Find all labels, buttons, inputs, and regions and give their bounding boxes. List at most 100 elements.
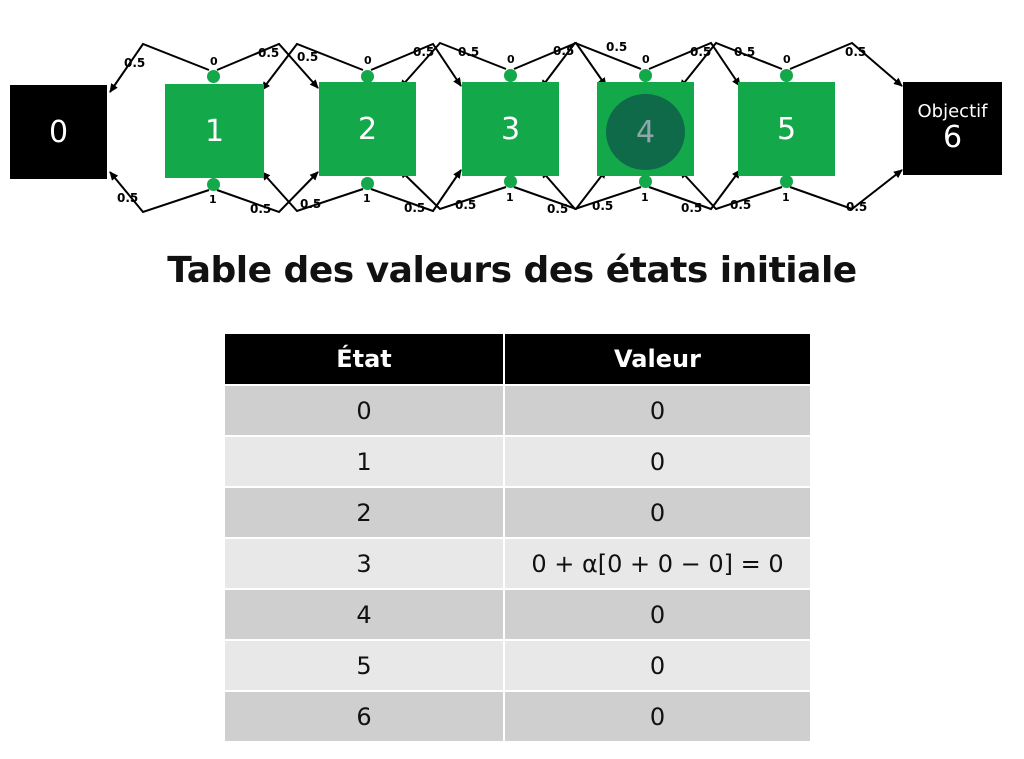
prob-label: 0.5 bbox=[734, 45, 756, 59]
state-1-label: 1 bbox=[204, 113, 225, 149]
action-label-top: 0 bbox=[210, 55, 218, 68]
transition-arrow-right bbox=[216, 171, 319, 214]
transition-arrow-left bbox=[679, 41, 783, 89]
state-4-label: 4 bbox=[635, 114, 656, 150]
action-label-bottom: 1 bbox=[641, 191, 649, 204]
state-5-label: 5 bbox=[776, 111, 797, 147]
action-dot-top bbox=[780, 69, 793, 82]
transition-arrow-right bbox=[648, 41, 741, 87]
action-label-bottom: 1 bbox=[782, 191, 790, 204]
agent-marker: 4 bbox=[606, 94, 685, 170]
table-row: 0 0 bbox=[223, 384, 812, 437]
table-row: 5 0 bbox=[223, 639, 812, 692]
transition-arrow-left bbox=[261, 171, 364, 213]
action-dot-top bbox=[504, 69, 517, 82]
action-dot-top bbox=[639, 69, 652, 82]
transition-arrow-right bbox=[648, 169, 741, 211]
prob-label: 0.5 bbox=[404, 201, 426, 215]
prob-label: 0.5 bbox=[258, 46, 280, 60]
state-2: 2 bbox=[319, 82, 416, 176]
state-5: 5 bbox=[738, 82, 835, 176]
header-value: Valeur bbox=[503, 332, 812, 386]
action-dot-bottom bbox=[639, 175, 652, 188]
cell-state: 3 bbox=[223, 537, 505, 590]
action-label-top: 0 bbox=[783, 53, 791, 66]
state-1: 1 bbox=[165, 84, 264, 178]
transition-arrow-right bbox=[370, 42, 462, 87]
transition-arrow-right bbox=[789, 41, 903, 87]
transition-arrow-left bbox=[399, 41, 507, 89]
state-6-goal: Objectif 6 bbox=[903, 82, 1002, 175]
cell-state: 5 bbox=[223, 639, 505, 692]
prob-label: 0.5 bbox=[547, 202, 569, 216]
prob-label: 0.5 bbox=[124, 56, 146, 70]
prob-label: 0.5 bbox=[845, 45, 867, 59]
prob-label: 0.5 bbox=[458, 45, 480, 59]
prob-label: 0.5 bbox=[250, 202, 272, 216]
prob-label: 0.5 bbox=[606, 40, 628, 54]
action-dot-bottom bbox=[207, 178, 220, 191]
state-2-label: 2 bbox=[357, 111, 378, 147]
table-row: 1 0 bbox=[223, 435, 812, 488]
cell-value: 0 bbox=[503, 639, 812, 692]
action-label-bottom: 1 bbox=[363, 192, 371, 205]
cell-state: 0 bbox=[223, 384, 505, 437]
action-label-top: 0 bbox=[642, 53, 650, 66]
cell-value: 0 bbox=[503, 588, 812, 641]
cell-state: 1 bbox=[223, 435, 505, 488]
action-label-bottom: 1 bbox=[209, 193, 217, 206]
cell-state: 2 bbox=[223, 486, 505, 539]
transition-arrows bbox=[109, 41, 903, 214]
transition-arrow-right bbox=[370, 169, 462, 213]
prob-label: 0.5 bbox=[297, 50, 319, 64]
state-0-label: 0 bbox=[48, 114, 69, 150]
goal-label: Objectif bbox=[917, 101, 988, 123]
prob-label: 0.5 bbox=[690, 45, 712, 59]
prob-label: 0.5 bbox=[117, 191, 139, 205]
cell-value: 0 bbox=[503, 384, 812, 437]
page-title: Table des valeurs des états initiale bbox=[167, 250, 857, 291]
prob-label: 0.5 bbox=[846, 200, 868, 214]
transition-arrow-left bbox=[540, 41, 642, 89]
cell-value: 0 bbox=[503, 486, 812, 539]
cell-value: 0 bbox=[503, 690, 812, 743]
state-6-label: 6 bbox=[942, 120, 963, 156]
table-row: 3 0 + α[0 + 0 − 0] = 0 bbox=[223, 537, 812, 590]
mdp-diagram: 0 1 2 3 4 5 Objectif 6 0 1 0 1 0 1 0 1 0… bbox=[0, 0, 1024, 230]
state-values-table: État Valeur 0 0 1 0 2 0 3 0 + α[0 + 0 − … bbox=[223, 332, 812, 743]
prob-label: 0.5 bbox=[413, 45, 435, 59]
table-row: 4 0 bbox=[223, 588, 812, 641]
action-dot-top bbox=[361, 70, 374, 83]
transition-arrow-left bbox=[109, 42, 210, 93]
prob-label: 0.5 bbox=[300, 197, 322, 211]
cell-value: 0 bbox=[503, 435, 812, 488]
action-label-bottom: 1 bbox=[506, 191, 514, 204]
table-row: 2 0 bbox=[223, 486, 812, 539]
transition-arrow-left bbox=[399, 169, 507, 211]
transition-arrow-right bbox=[216, 42, 319, 89]
prob-label: 0.5 bbox=[592, 199, 614, 213]
cell-value-formula: 0 + α[0 + 0 − 0] = 0 bbox=[503, 537, 812, 590]
transition-arrow-left bbox=[679, 169, 783, 211]
cell-state: 4 bbox=[223, 588, 505, 641]
prob-label: 0.5 bbox=[681, 201, 703, 215]
header-state: État bbox=[223, 332, 505, 386]
state-0-terminal: 0 bbox=[10, 85, 107, 179]
transition-arrow-right bbox=[789, 169, 903, 211]
transition-arrow-left bbox=[109, 171, 210, 214]
transition-arrow-left bbox=[261, 42, 364, 91]
action-dot-bottom bbox=[504, 175, 517, 188]
transition-arrow-left bbox=[540, 169, 642, 211]
cell-state: 6 bbox=[223, 690, 505, 743]
state-3: 3 bbox=[462, 82, 559, 176]
table-row: 6 0 bbox=[223, 690, 812, 743]
prob-label: 0.5 bbox=[553, 44, 575, 58]
table-header-row: État Valeur bbox=[223, 332, 812, 386]
action-dot-bottom bbox=[361, 177, 374, 190]
prob-label: 0.5 bbox=[730, 198, 752, 212]
action-label-top: 0 bbox=[364, 54, 372, 67]
action-dot-top bbox=[207, 70, 220, 83]
action-dot-bottom bbox=[780, 175, 793, 188]
state-3-label: 3 bbox=[500, 111, 521, 147]
prob-label: 0.5 bbox=[455, 198, 477, 212]
